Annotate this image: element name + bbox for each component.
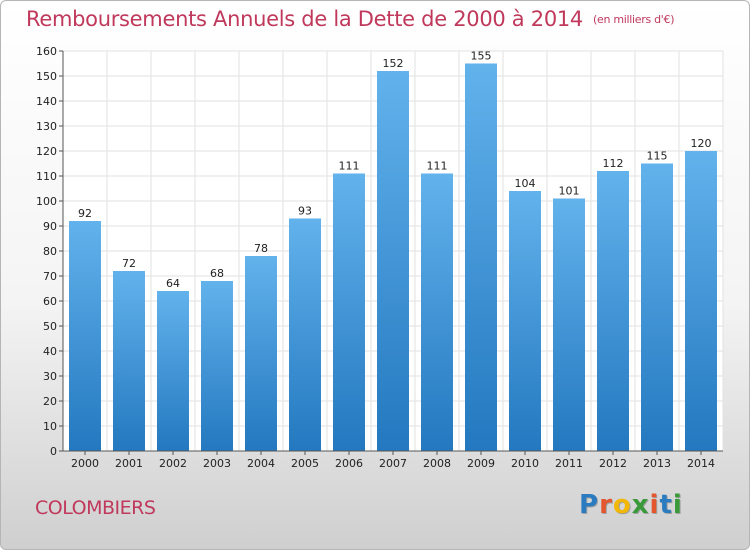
bar (597, 171, 629, 451)
y-tick-label: 60 (43, 295, 57, 308)
bar (377, 71, 409, 451)
bar (421, 173, 453, 451)
logo-letter: i (672, 490, 683, 520)
bar (245, 256, 277, 451)
x-tick-label: 2007 (379, 457, 407, 470)
y-tick-label: 20 (43, 395, 57, 408)
y-tick-label: 120 (36, 145, 57, 158)
logo-letter: x (631, 490, 650, 520)
bar (113, 271, 145, 451)
y-tick-label: 110 (36, 170, 57, 183)
data-label: 72 (122, 257, 136, 270)
x-tick-label: 2000 (71, 457, 99, 470)
bar (509, 191, 541, 451)
x-tick-label: 2011 (555, 457, 583, 470)
logo-letter: P (579, 490, 600, 520)
y-tick-label: 50 (43, 320, 57, 333)
x-tick-label: 2008 (423, 457, 451, 470)
y-tick-label: 160 (36, 45, 57, 58)
y-tick-label: 130 (36, 120, 57, 133)
data-label: 92 (78, 207, 92, 220)
y-tick-label: 140 (36, 95, 57, 108)
bar (685, 151, 717, 451)
data-label: 101 (559, 185, 580, 198)
x-tick-label: 2002 (159, 457, 187, 470)
x-tick-label: 2014 (687, 457, 715, 470)
data-label: 104 (515, 177, 536, 190)
y-tick-label: 80 (43, 245, 57, 258)
x-tick-label: 2004 (247, 457, 275, 470)
bar (69, 221, 101, 451)
logo-letter: t (659, 490, 673, 520)
bar (333, 173, 365, 451)
y-tick-label: 150 (36, 70, 57, 83)
commune-name: COLOMBIERS (35, 497, 156, 519)
x-tick-label: 2006 (335, 457, 363, 470)
bar (465, 63, 497, 451)
y-tick-label: 30 (43, 370, 57, 383)
data-label: 115 (647, 150, 668, 163)
logo-letter: r (599, 490, 613, 520)
chart-subtitle: (en milliers d'€) (593, 13, 675, 26)
data-label: 111 (339, 160, 360, 173)
data-label: 111 (427, 160, 448, 173)
logo-letter: i (649, 490, 660, 520)
y-tick-label: 100 (36, 195, 57, 208)
x-tick-label: 2012 (599, 457, 627, 470)
data-label: 93 (298, 205, 312, 218)
y-tick-label: 90 (43, 220, 57, 233)
axes: 0 10 20 30 40 50 60 70 80 90 100 110 120 130 140 150 160… (36, 45, 723, 470)
chart-title: Remboursements Annuels de la Dette de 20… (26, 7, 674, 31)
y-tick-label: 70 (43, 270, 57, 283)
x-tick-label: 2013 (643, 457, 671, 470)
y-tick-label: 0 (50, 445, 57, 458)
data-label: 78 (254, 242, 268, 255)
bar (201, 281, 233, 451)
data-labels: 92 72 64 68 78 93 111 152 111 155 104 101 112 115 120 (78, 50, 712, 291)
data-label: 120 (691, 137, 712, 150)
bar (289, 218, 321, 451)
bar (553, 198, 585, 451)
data-label: 68 (210, 267, 224, 280)
bar (641, 163, 673, 451)
bar (157, 291, 189, 451)
data-label: 155 (471, 50, 492, 63)
logo-letter: o (612, 490, 632, 520)
x-tick-label: 2005 (291, 457, 319, 470)
y-tick-label: 40 (43, 345, 57, 358)
x-tick-label: 2001 (115, 457, 143, 470)
x-tick-label: 2003 (203, 457, 231, 470)
data-label: 152 (383, 57, 404, 70)
x-tick-label: 2009 (467, 457, 495, 470)
data-label: 64 (166, 277, 180, 290)
chart-title-text: Remboursements Annuels de la Dette de 20… (26, 7, 583, 31)
proxiti-logo: Proxiti (579, 490, 683, 520)
bars (69, 63, 717, 451)
y-tick-label: 10 (43, 420, 57, 433)
data-label: 112 (603, 157, 624, 170)
x-tick-label: 2010 (511, 457, 539, 470)
